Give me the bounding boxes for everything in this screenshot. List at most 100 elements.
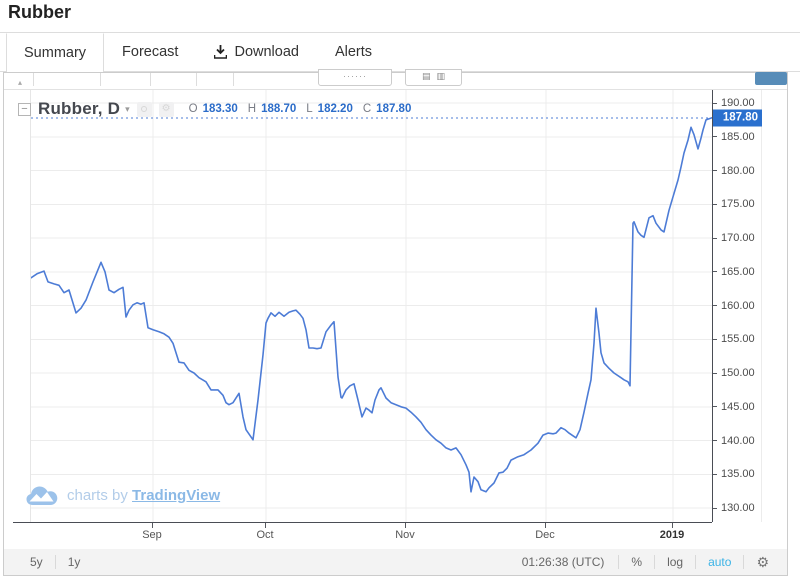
legend-visibility-button[interactable] (136, 101, 152, 117)
auto-scale-button[interactable]: auto (708, 555, 732, 569)
toolbar-divider (695, 555, 697, 569)
legend-settings-button[interactable]: ⚙ (158, 101, 174, 117)
tab-download[interactable]: Download (196, 33, 317, 71)
percent-scale-button[interactable]: % (631, 555, 643, 569)
toolbar-divider (654, 555, 656, 569)
tab-summary[interactable]: Summary (6, 33, 105, 73)
price-tick-label: 160.00 (713, 300, 755, 312)
panel-icon: ▤ (421, 71, 431, 81)
high-value: 188.70 (261, 103, 297, 115)
toolbar-divider (54, 555, 56, 569)
price-tick-label: 145.00 (713, 401, 755, 413)
price-tick-mark (713, 305, 717, 306)
price-tick-label: 135.00 (713, 468, 755, 480)
tab-forecast[interactable]: Forecast (104, 33, 196, 71)
time-tick-mark (265, 523, 266, 528)
legend-collapse-button[interactable]: − (18, 102, 31, 116)
price-line-chart (31, 90, 713, 522)
open-label: O (188, 103, 198, 115)
collapse-toolbar-icon[interactable]: ▴ (18, 78, 23, 87)
toolbar-divider (743, 555, 745, 569)
price-tick-label: 175.00 (713, 198, 755, 210)
time-tick-label: Dec (535, 529, 555, 541)
price-tick-label: 170.00 (713, 232, 755, 244)
toolbar-separator (196, 73, 197, 86)
chart-top-toolbar-cutoff: ▴ ······ ▤ ▥ (4, 69, 787, 90)
price-tick-mark (713, 203, 717, 205)
ohlc-values: O 183.30 H 188.70 L 182.20 C 187.80 (189, 103, 417, 115)
toolbar-separator (100, 73, 101, 86)
legend-symbol: Rubber, D (38, 99, 121, 118)
last-price-badge: 187.80 (713, 109, 762, 127)
toolbar-divider (618, 555, 620, 569)
tab-alerts-label: Alerts (334, 44, 373, 60)
clock-utc[interactable]: 01:26:38 (UTC) (521, 555, 605, 569)
price-tick-label: 180.00 (713, 165, 755, 177)
price-axis[interactable]: 187.80 190.00 185.00 180.00 175.00 170.00 165… (712, 90, 762, 522)
range-1y-button[interactable]: 1y (67, 555, 81, 569)
price-tick-mark (713, 170, 717, 171)
settings-gear-icon[interactable]: ⚙ (756, 553, 769, 570)
price-tick-mark (713, 406, 717, 408)
low-value: 182.20 (317, 103, 353, 115)
close-label: C (362, 103, 372, 115)
time-axis-stub (13, 522, 30, 524)
page-title: Rubber (8, 2, 71, 22)
price-tick-mark (713, 507, 717, 509)
price-tick-label: 150.00 (713, 367, 755, 379)
time-axis[interactable]: Sep Oct Nov Dec 2019 (30, 522, 712, 546)
tradingview-watermark: charts by TradingView (26, 485, 220, 506)
scale-buttons: 01:26:38 (UTC) % log auto ⚙ (508, 554, 773, 571)
range-5y-button[interactable]: 5y (30, 555, 43, 569)
toolbar-blue-button[interactable] (755, 72, 787, 85)
gear-icon: ⚙ (161, 103, 171, 114)
time-tick-mark (405, 523, 406, 528)
price-tick-mark (713, 237, 717, 239)
price-tick-mark (713, 102, 717, 104)
toolbar-view-buttons[interactable]: ▤ ▥ (405, 69, 462, 86)
price-tick-label: 140.00 (713, 435, 755, 447)
tab-alerts[interactable]: Alerts (317, 33, 390, 71)
price-tick-mark (713, 271, 717, 273)
chart-legend: − Rubber, D ▾ ⚙ O 183.30 H 188.70 L 182.… (18, 99, 416, 119)
price-tick-mark (713, 440, 717, 441)
price-tick-mark (713, 338, 717, 340)
legend-dropdown-icon[interactable]: ▾ (125, 103, 130, 114)
watermark-text: charts by TradingView (67, 487, 220, 504)
time-tick-mark (545, 523, 546, 528)
tab-forecast-label: Forecast (122, 44, 179, 60)
price-tick-mark (713, 136, 717, 138)
price-tick-label: 185.00 (713, 131, 755, 143)
high-label: H (247, 103, 257, 115)
time-tick-mark (672, 523, 673, 528)
chart-plot-area[interactable] (30, 90, 713, 522)
download-icon (214, 45, 228, 59)
tab-download-label: Download (234, 44, 299, 60)
toolbar-separator (33, 73, 34, 86)
time-tick-label: Nov (395, 529, 415, 541)
price-tick-label: 155.00 (713, 333, 755, 345)
toolbar-separator (150, 73, 151, 86)
price-tick-label: 130.00 (713, 502, 755, 514)
range-buttons: 5y 1y (18, 555, 92, 569)
price-tick-label: 190.00 (713, 97, 755, 109)
tab-summary-label: Summary (24, 45, 87, 61)
chart-bottom-toolbar: 5y 1y 01:26:38 (UTC) % log auto ⚙ (4, 549, 787, 575)
close-value: 187.80 (376, 103, 412, 115)
log-scale-button[interactable]: log (667, 555, 684, 569)
time-tick-label: Sep (142, 529, 162, 541)
toolbar-drag-handle[interactable]: ······ (318, 69, 392, 86)
drag-dots-icon: ······ (343, 71, 367, 81)
price-tick-mark (713, 473, 717, 475)
time-tick-label: 2019 (659, 529, 685, 541)
watermark-prefix: charts by (67, 487, 128, 504)
eye-icon (141, 106, 148, 112)
time-tick-mark (152, 523, 153, 528)
tradingview-link[interactable]: TradingView (132, 487, 221, 504)
open-value: 183.30 (202, 103, 238, 115)
time-tick-label: Oct (256, 529, 274, 541)
price-tick-label: 165.00 (713, 266, 755, 278)
tradingview-logo-icon (26, 486, 58, 505)
low-label: L (306, 103, 313, 115)
